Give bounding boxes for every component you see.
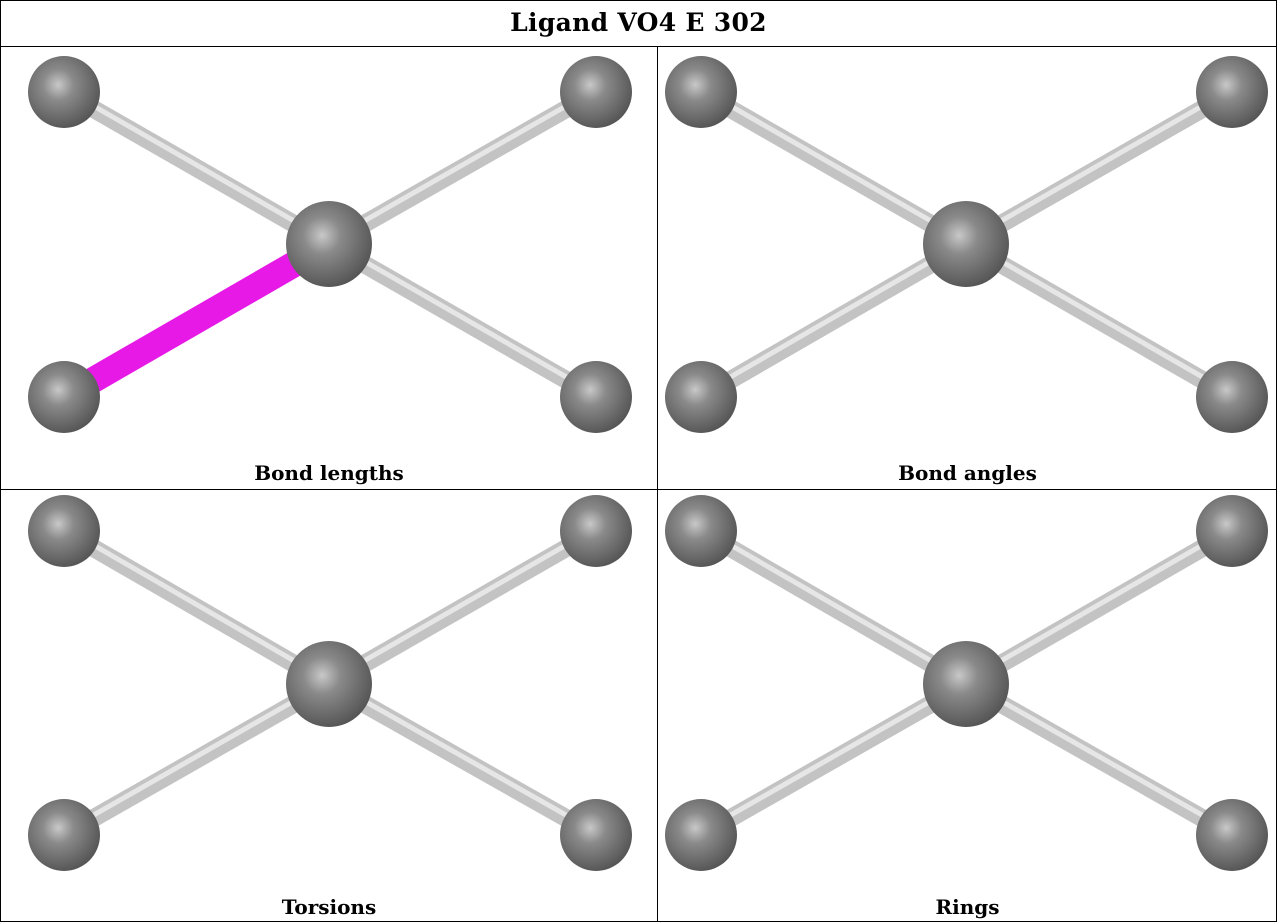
bond	[692, 83, 975, 253]
panel-caption: Torsions	[281, 895, 377, 919]
bond-highlight-shading	[963, 678, 1235, 835]
atom-o-bottom-left	[28, 799, 100, 871]
row-divider	[0, 489, 1277, 490]
bond-highlight-shading	[326, 86, 599, 244]
atom-o-top-left	[665, 495, 737, 567]
bond	[55, 675, 338, 844]
bond	[320, 675, 605, 844]
bond-highlight-shading	[326, 238, 599, 397]
bond-highlight-shading	[61, 525, 332, 684]
atom-o-top-right	[560, 56, 632, 128]
bond	[55, 522, 338, 693]
bond	[692, 522, 975, 693]
frame-left-border	[0, 0, 1, 922]
bond	[692, 675, 975, 844]
atom-o-bottom-left	[665, 361, 737, 433]
bond-highlight-shading	[698, 525, 969, 684]
bond-highlight-shading	[698, 678, 969, 835]
atom-o-top-right	[1196, 56, 1268, 128]
bond	[320, 235, 605, 406]
molecule-view-bond-lengths	[28, 56, 632, 433]
bond	[320, 83, 605, 253]
atom-v-center	[923, 201, 1009, 287]
atom-o-bottom-left	[665, 799, 737, 871]
atom-o-top-left	[665, 56, 737, 128]
atom-o-bottom-left	[28, 361, 100, 433]
panel-bond-lengths: Bond lengths	[1, 47, 657, 489]
bond-highlight-shading	[698, 86, 969, 244]
atom-o-bottom-right	[560, 361, 632, 433]
panel-rings: Rings	[658, 490, 1277, 922]
title-divider	[0, 46, 1277, 47]
panel-caption: Rings	[935, 895, 1000, 919]
molecule-view-bond-angles	[665, 56, 1268, 433]
atom-o-bottom-right	[560, 799, 632, 871]
bond-highlight-shading	[698, 238, 969, 397]
bond-highlight-shading	[61, 678, 332, 835]
highlighted-bond	[51, 231, 342, 410]
bond-highlight-shading	[963, 86, 1235, 244]
bond-highlight-shading	[963, 238, 1235, 397]
panel-caption: Bond lengths	[254, 461, 404, 485]
bond-highlight-shading	[963, 525, 1235, 684]
bond	[957, 675, 1241, 844]
bond	[692, 235, 975, 406]
atom-v-center	[923, 641, 1009, 727]
panel-caption: Bond angles	[898, 461, 1037, 485]
bond-highlight-shading	[326, 678, 599, 835]
bond-highlight-shading	[326, 525, 599, 684]
figure-title: Ligand VO4 E 302	[510, 8, 767, 37]
atom-v-center	[286, 201, 372, 287]
atom-o-bottom-right	[1196, 361, 1268, 433]
column-divider	[657, 46, 658, 922]
panel-bond-angles: Bond angles	[658, 47, 1277, 489]
bond	[957, 83, 1241, 253]
atom-o-top-left	[28, 495, 100, 567]
atom-o-top-right	[1196, 495, 1268, 567]
molecule-view-rings	[665, 495, 1268, 871]
atom-o-bottom-right	[1196, 799, 1268, 871]
bond	[55, 83, 338, 253]
atom-o-top-left	[28, 56, 100, 128]
molecule-view-torsions	[28, 495, 632, 871]
atom-v-center	[286, 641, 372, 727]
bond-highlight-shading	[61, 86, 332, 244]
bond	[320, 522, 605, 693]
frame-top-border	[0, 0, 1277, 1]
bond	[957, 235, 1241, 406]
panel-torsions: Torsions	[1, 490, 657, 922]
bond	[957, 522, 1241, 693]
atom-o-top-right	[560, 495, 632, 567]
